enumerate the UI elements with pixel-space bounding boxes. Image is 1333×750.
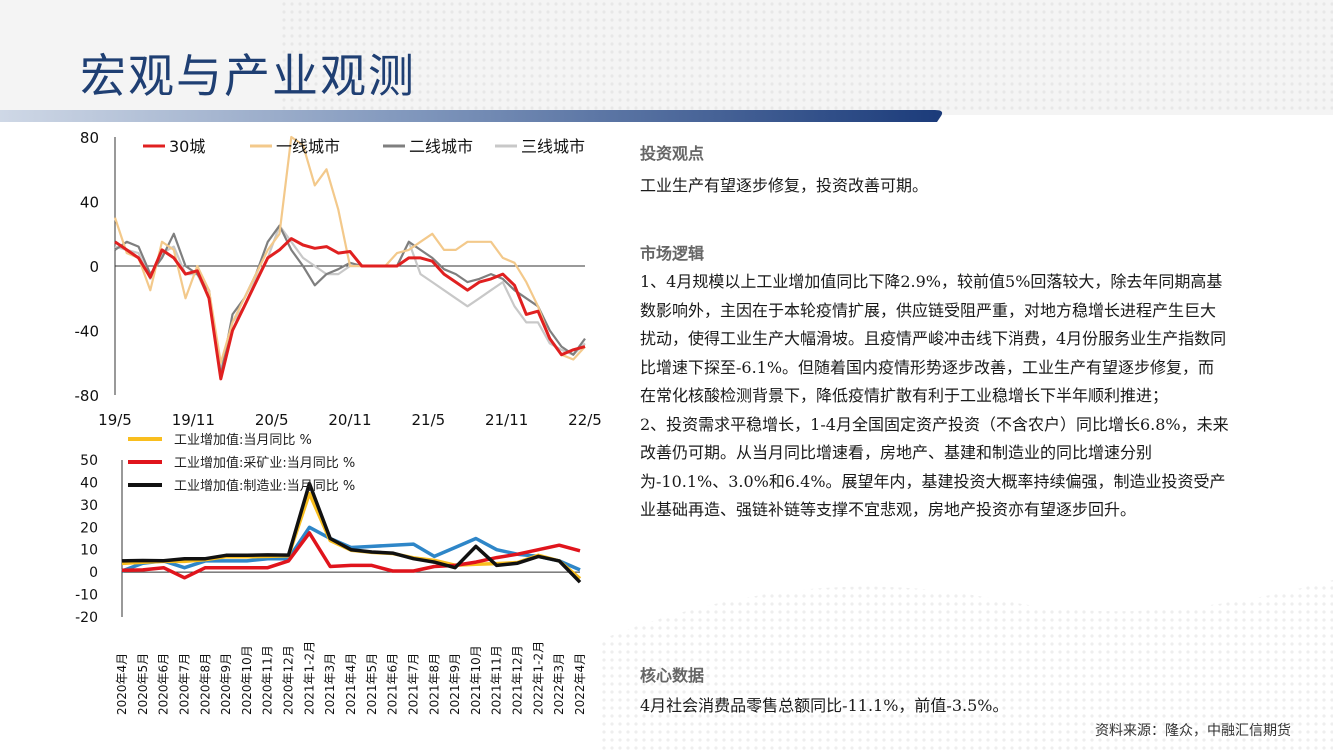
legend-label-0: 工业增加值:当月同比 % xyxy=(174,432,312,448)
x-tick-label: 2020年5月 xyxy=(136,653,150,715)
x-tick-label: 2020年11月 xyxy=(261,645,275,715)
x-tick-label: 2021年7月 xyxy=(406,653,420,715)
x-tick-label: 2021年3月 xyxy=(323,653,337,715)
y-tick-label: 40 xyxy=(80,475,98,491)
y-tick-label: -80 xyxy=(75,387,100,405)
x-tick-label: 20/11 xyxy=(328,411,371,429)
industrial-output-chart: 50 40 30 20 10 0 -10 -20 2020年4月 2020年5月 2020年6月 20… xyxy=(75,432,587,715)
section-heading-investment: 投资观点 xyxy=(640,144,705,163)
series-line-2 xyxy=(114,224,586,377)
y-tick-label: -10 xyxy=(75,588,98,604)
x-tick-label: 22/5 xyxy=(568,411,602,429)
section-heading-core-data: 核心数据 xyxy=(640,666,705,685)
x-tick-label: 20/5 xyxy=(255,411,289,429)
legend-label-0: 30城 xyxy=(169,137,205,156)
x-tick-label: 2022年3月 xyxy=(552,653,566,715)
y-tick-label: 40 xyxy=(80,194,99,212)
x-tick-label: 2021年12月 xyxy=(511,645,525,715)
x-tick-label: 2021年4月 xyxy=(344,653,358,715)
x-tick-label: 2020年12月 xyxy=(282,645,296,715)
page-title: 宏观与产业观测 xyxy=(80,49,416,103)
x-tick-label: 19/5 xyxy=(98,411,132,429)
x-tick-label: 2022年4月 xyxy=(573,653,587,715)
title-underline-bar xyxy=(0,110,943,122)
legend-label-1: 一线城市 xyxy=(276,137,340,156)
x-tick-label: 2022年1-2月 xyxy=(531,641,545,715)
section-heading-market-logic: 市场逻辑 xyxy=(640,244,705,263)
x-tick-label: 2021年9月 xyxy=(448,653,462,715)
source-note: 资料来源：隆众，中融汇信期货 xyxy=(1095,723,1291,739)
x-tick-label: 2021年6月 xyxy=(386,653,400,715)
legend-label-3: 三线城市 xyxy=(521,137,585,156)
legend-label-2: 二线城市 xyxy=(409,137,473,156)
x-tick-label: 2021年10月 xyxy=(469,645,483,715)
section-body-market-logic: 1、4月规模以上工业增加值同比下降2.9%，较前值5%回落较大，除去年同期高基数… xyxy=(640,272,1229,519)
series-line-1 xyxy=(113,135,586,364)
x-tick-label: 21/11 xyxy=(485,411,528,429)
y-tick-label: 50 xyxy=(80,453,98,469)
y-tick-label: 20 xyxy=(80,520,98,536)
x-tick-label: 2021年11月 xyxy=(490,645,504,715)
x-tick-label: 2021年1-2月 xyxy=(302,641,316,715)
y-tick-label: 30 xyxy=(80,498,98,514)
legend-label-1: 工业增加值:采矿业:当月同比 % xyxy=(174,455,355,471)
legend-label-2: 工业增加值:制造业:当月同比 % xyxy=(174,478,355,494)
series-line-3 xyxy=(121,525,581,573)
x-tick-label: 19/11 xyxy=(172,411,215,429)
series-line-1 xyxy=(121,531,581,580)
x-tick-label: 2021年5月 xyxy=(365,653,379,715)
y-tick-label: 80 xyxy=(80,129,99,147)
series-line-2 xyxy=(121,481,582,584)
y-tick-label: 0 xyxy=(89,258,99,276)
y-tick-label: -20 xyxy=(75,610,98,626)
y-tick-label: 0 xyxy=(89,565,98,581)
x-tick-label: 2020年10月 xyxy=(240,645,254,715)
x-tick-label: 2020年4月 xyxy=(115,653,129,715)
x-tick-label: 21/5 xyxy=(411,411,445,429)
x-tick-label: 2020年6月 xyxy=(157,653,171,715)
x-tick-label: 2020年7月 xyxy=(177,653,191,715)
section-body-investment: 工业生产有望逐步修复，投资改善可期。 xyxy=(640,176,929,195)
section-body-core-data: 4月社会消费品零售总额同比-11.1%，前值-3.5%。 xyxy=(640,696,1009,715)
y-tick-label: 10 xyxy=(80,543,98,559)
x-tick-label: 2020年9月 xyxy=(219,653,233,715)
x-tick-label: 2020年8月 xyxy=(198,653,212,715)
y-tick-label: -40 xyxy=(75,323,100,341)
series-line-0 xyxy=(114,237,586,381)
city-sales-chart: 80 40 0 -40 -80 19/5 19/11 20/5 20/11 21/5 21/11 22… xyxy=(75,129,602,429)
x-tick-label: 2021年8月 xyxy=(427,653,441,715)
